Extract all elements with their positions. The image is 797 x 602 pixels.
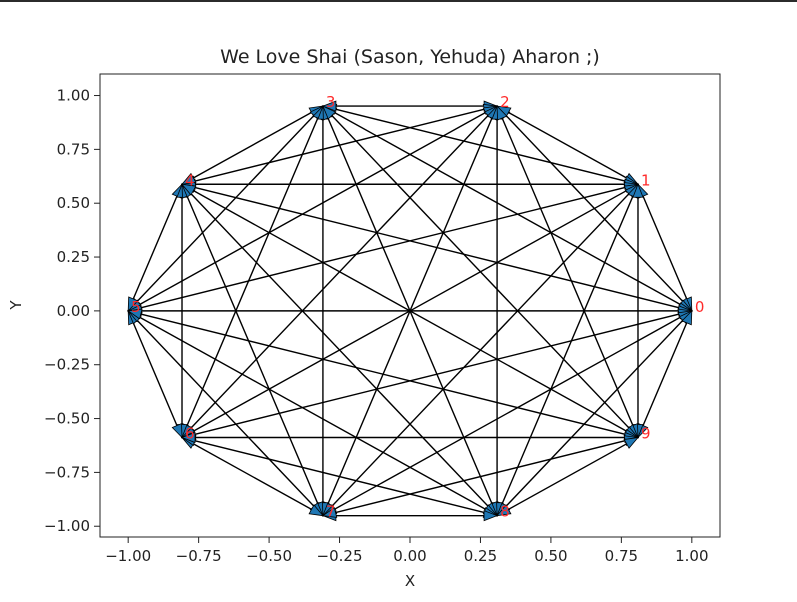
arrowhead-8-to-9 [623,436,639,449]
edge-4-9 [181,183,639,439]
edge-0-7 [322,310,693,517]
node-labels-layer: 0 1 2 3 4 5 6 7 8 9 [131,93,704,521]
x-axis-ticks: −1.00 −0.75 −0.50 −0.25 0.00 0.25 0.50 0.75 1.00 [105,537,709,565]
edge-0-3 [322,105,693,312]
node-label-7: 7 [326,503,336,521]
node-label-9: 9 [641,425,651,443]
edge-0-1 [637,183,693,312]
arrowhead-2-to-3 [321,100,337,112]
edge-0-9 [637,310,693,438]
arrowhead-9-to-2 [496,105,508,121]
x-tick-label: −0.75 [176,547,222,565]
arrowhead-9-to-5 [127,308,143,320]
chart-title: We Love Shai (Sason, Yehuda) Aharon ;) [220,46,600,68]
arrowhead-9-to-4 [181,183,197,196]
edge-6-7 [181,436,324,517]
edge-5-9 [128,310,639,439]
node-label-4: 4 [185,171,195,189]
edge-2-5 [127,105,498,312]
arrowhead-6-to-7 [308,504,324,517]
arrowhead-7-to-8 [483,510,499,522]
edge-3-9 [322,105,639,438]
arrowhead-4-to-5 [127,296,139,312]
arrowhead-9-to-1 [632,183,644,198]
edges-layer [127,105,693,517]
y-tick-label: −0.75 [44,463,90,481]
y-tick-label: 0.25 [57,248,90,266]
x-tick-label: −0.50 [246,547,292,565]
y-tick-label: 0.50 [57,194,90,212]
x-tick-label: 0.25 [464,547,497,565]
x-tick-label: 0.75 [605,547,638,565]
arrowhead-9-to-0 [681,309,693,326]
node-label-1: 1 [641,171,651,189]
x-tick-label: 0.50 [534,547,567,565]
x-tick-label: −0.25 [317,547,363,565]
edge-3-4 [181,105,324,185]
edge-1-8 [496,183,639,516]
arrowhead-3-to-4 [181,172,197,185]
edge-1-2 [496,105,639,185]
edge-5-6 [127,310,183,438]
edge-5-8 [127,310,498,517]
y-tick-label: 1.00 [57,87,90,105]
y-tick-label: 0.00 [57,302,90,320]
y-tick-label: 0.75 [57,140,90,158]
edge-5-7 [127,310,324,517]
node-label-5: 5 [131,298,141,316]
arrows-layer [127,100,693,522]
arrowhead-9-to-6 [180,431,196,444]
y-axis-ticks: 1.00 0.75 0.50 0.25 0.00 −0.25 −0.50 −0.75 −1.00 [44,87,100,535]
arrowhead-5-to-6 [171,422,183,439]
y-tick-label: −0.50 [44,410,90,428]
x-axis-label: X [405,572,415,590]
y-axis-label: Y [7,300,25,311]
y-tick-label: −0.25 [44,356,90,374]
arrowhead-9-to-7 [321,507,338,518]
edge-4-5 [127,183,183,312]
edge-4-8 [181,183,498,517]
window-top-border [0,0,797,2]
x-tick-label: −1.00 [105,547,151,565]
edge-7-9 [322,436,639,517]
y-tick-label: −1.00 [44,517,90,535]
node-label-2: 2 [500,93,510,111]
edge-2-9 [496,105,639,438]
arrowhead-9-to-8 [496,504,512,517]
arrowhead-9-to-3 [322,105,337,120]
edge-3-6 [181,105,324,438]
edge-8-9 [496,436,639,517]
x-tick-label: 0.00 [393,547,426,565]
node-label-0: 0 [695,298,705,316]
node-label-3: 3 [326,93,336,111]
edge-6-8 [181,436,498,517]
x-tick-label: 1.00 [675,547,708,565]
node-label-8: 8 [500,503,510,521]
node-label-6: 6 [185,425,195,443]
edge-4-7 [181,183,324,516]
